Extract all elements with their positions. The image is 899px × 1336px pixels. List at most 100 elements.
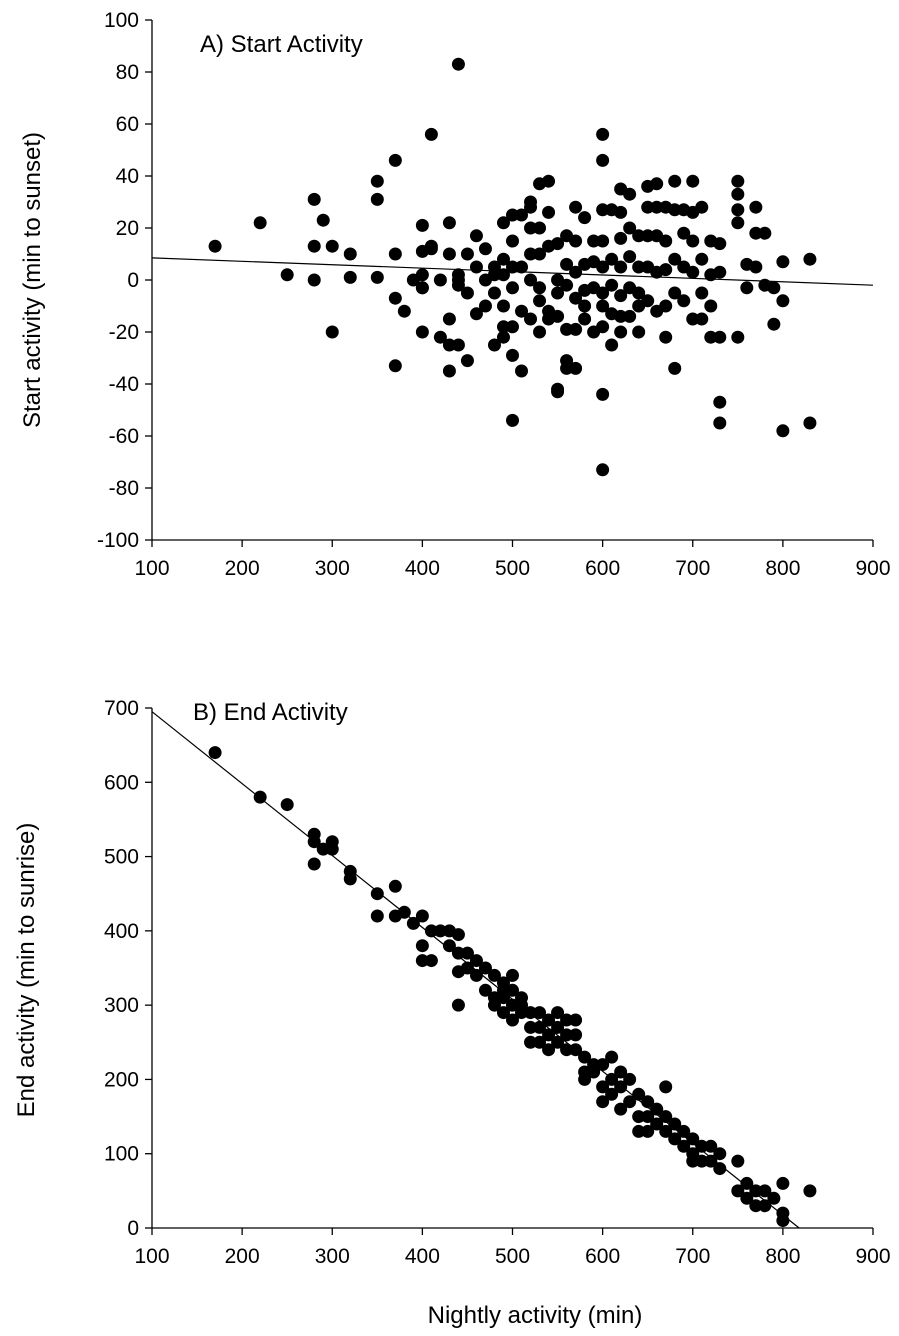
panel-a-data-point (749, 260, 763, 274)
panel-b-data-point (496, 983, 510, 997)
panel-a-data-point (659, 234, 673, 248)
panel-a-data-point (623, 250, 637, 264)
panel-a-data-point (704, 299, 718, 313)
panel-a-data-point (542, 205, 556, 219)
panel-a-data-point (515, 364, 529, 378)
panel-b-data-point (659, 1124, 673, 1138)
panel-a-data-point (596, 234, 610, 248)
panel-b-data-point (442, 939, 456, 953)
panel-a-data-point (487, 338, 501, 352)
panel-b-data-point (433, 924, 447, 938)
panel-b-data-point (713, 1162, 727, 1176)
panel-a-data-point (433, 330, 447, 344)
panel-a-data-point (316, 213, 330, 227)
panel-b-y-tick-label: 300 (104, 994, 139, 1017)
panel-a-data-point (776, 424, 790, 438)
panel-a-data-point (433, 273, 447, 287)
panel-b-data-point (542, 1043, 556, 1057)
panel-b-data-point (596, 1095, 610, 1109)
panel-b-y-axis-label: End activity (min to sunrise) (13, 823, 40, 1118)
panel-b-data-point (704, 1154, 718, 1168)
panel-a-data-point (469, 229, 483, 243)
panel-b-data-point (524, 1035, 538, 1049)
panel-a-data-point (551, 237, 565, 251)
panel-a-data-point (496, 216, 510, 230)
panel-a-y-tick-label: -80 (109, 477, 139, 500)
panel-a-data-point (677, 294, 691, 308)
panel-b-data-point (487, 968, 501, 982)
panel-a-data-point (569, 361, 583, 375)
panel-a-x-tick-label: 200 (225, 557, 260, 580)
panel-b-y-tick-label: 0 (127, 1217, 139, 1240)
panel-b-data-point (506, 998, 519, 1012)
panel-a-data-point (749, 200, 763, 214)
panel-b-data-point (641, 1110, 655, 1124)
panel-b-data-point (424, 954, 438, 968)
panel-b-data-point (506, 968, 519, 982)
panel-a-data-point (686, 265, 700, 279)
panel-b-data-point (560, 1013, 574, 1027)
panel-a-data-point (424, 127, 438, 141)
panel-a-data-point (415, 281, 429, 295)
panel-a-y-tick-label: -100 (97, 529, 139, 552)
panel-b-data-point (749, 1184, 763, 1198)
panel-a-data-point (713, 330, 727, 344)
panel-a-data-point (442, 216, 456, 230)
panel-a-data-point (253, 216, 267, 230)
panel-a-data-point (469, 260, 483, 274)
panel-b-data-point (587, 1065, 601, 1079)
panel-a-data-point (641, 200, 655, 214)
panel-a-data-point (686, 312, 700, 326)
panel-b-data-point (632, 1124, 646, 1138)
panel-a-data-point (460, 286, 474, 300)
panel-b-data-point (460, 961, 474, 975)
panel-b-data-point (803, 1184, 817, 1198)
panel-a-data-point (533, 294, 547, 308)
panel-a-title: A) Start Activity (200, 31, 363, 58)
panel-b-data-point (451, 998, 465, 1012)
panel-a-x-tick-label: 800 (765, 557, 800, 580)
panel-a-y-tick-label: -20 (109, 321, 139, 344)
panel-b-y-tick-label: 600 (104, 771, 139, 794)
panel-a-data-point (695, 312, 709, 326)
panel-b-y-tick-label: 700 (104, 697, 139, 720)
panel-a-data-point (641, 229, 655, 243)
panel-b-data-point (578, 1072, 592, 1086)
panel-a-data-point (578, 211, 592, 225)
panel-a-data-point (740, 281, 754, 295)
panel-a-data-point (623, 187, 637, 201)
panel-b-x-tick-label: 700 (675, 1245, 710, 1268)
panel-a-data-point (451, 57, 465, 71)
panel-b-data-point (469, 954, 483, 968)
panel-a-data-point (524, 273, 538, 287)
panel-a-y-tick-label: 60 (116, 113, 139, 136)
panel-a-data-point (280, 268, 294, 282)
panel-b-data-point (424, 924, 438, 938)
panel-b-data-point (731, 1184, 745, 1198)
panel-a-data-point (632, 229, 646, 243)
panel-b-y-tick-label: 100 (104, 1143, 139, 1166)
panel-b-data-point (614, 1065, 628, 1079)
panel-b-data-point (623, 1072, 637, 1086)
panel-a-data-point (668, 252, 682, 266)
panel-b-end-activity: B) End Activity End activity (min to sun… (13, 697, 891, 1329)
panel-a-data-point (776, 255, 790, 269)
panel-a-data-point (551, 286, 565, 300)
panel-a-y-axis-label: Start activity (min to sunset) (19, 132, 46, 428)
panel-a-data-point (560, 322, 574, 336)
panel-a-data-point (370, 174, 384, 188)
panel-a-y-tick-label: 100 (104, 9, 139, 32)
panel-b-x-axis-label: Nightly activity (min) (428, 1302, 643, 1329)
panel-a-data-point (758, 226, 772, 240)
panel-a-data-point (596, 387, 610, 401)
panel-a-data-point (614, 325, 628, 339)
panel-a-data-point (533, 325, 547, 339)
panel-a-data-point (596, 127, 610, 141)
panel-b-data-point (515, 991, 529, 1005)
panel-a-data-point (515, 260, 529, 274)
panel-a-data-point (614, 205, 628, 219)
panel-a-data-point (713, 395, 727, 409)
panel-b-x-tick-label: 900 (855, 1245, 890, 1268)
panel-b-data-point (560, 1043, 574, 1057)
